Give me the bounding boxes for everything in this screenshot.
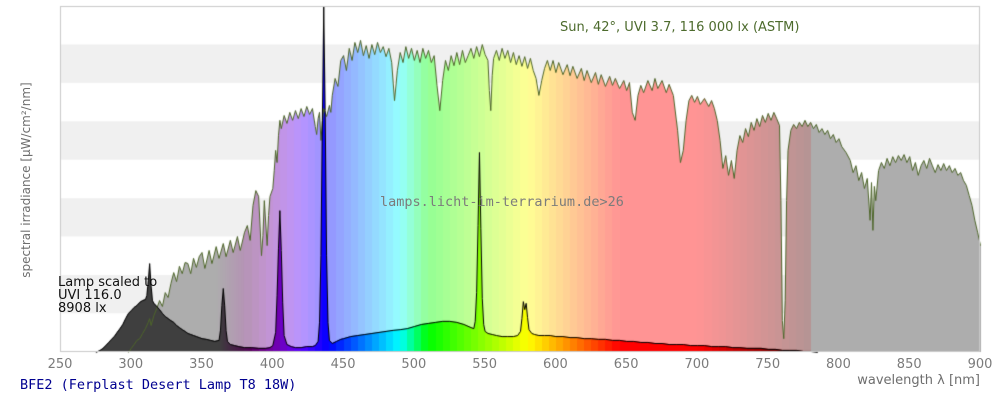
x-tick-label-700: 700: [684, 357, 710, 372]
x-tick-label-350: 350: [189, 357, 214, 372]
x-tick-label-900: 900: [967, 357, 993, 372]
x-tick-label-300: 300: [118, 357, 144, 372]
x-tick-label-800: 800: [826, 357, 851, 372]
lamp-annotation-line2: UVI 116.0: [58, 288, 122, 303]
x-tick-label-500: 500: [401, 357, 427, 372]
watermark: lamps.licht-im-terrarium.de>26: [380, 194, 624, 210]
x-tick-label-600: 600: [542, 357, 568, 372]
x-tick-label-650: 650: [613, 357, 639, 372]
x-tick-label-250: 250: [47, 357, 73, 372]
lamp-title: BFE2 (Ferplast Desert Lamp T8 18W): [20, 377, 297, 393]
x-tick-label-850: 850: [896, 357, 922, 372]
x-tick-label-450: 450: [330, 357, 356, 372]
x-tick-label-750: 750: [755, 357, 781, 372]
y-axis-label: spectral irradiance [µW/cm²/nm]: [19, 82, 33, 278]
lamp-annotation-line3: 8908 lx: [58, 301, 107, 316]
x-tick-label-550: 550: [472, 357, 498, 372]
sun-annotation: Sun, 42°, UVI 3.7, 116 000 lx (ASTM): [560, 20, 800, 35]
x-axis-label: wavelength λ [nm]: [857, 373, 980, 388]
lamp-annotation-line1: Lamp scaled to: [58, 275, 158, 290]
lamp-annotation: Lamp scaled to UVI 116.0 8908 lx: [58, 276, 157, 315]
x-tick-label-400: 400: [259, 357, 285, 372]
